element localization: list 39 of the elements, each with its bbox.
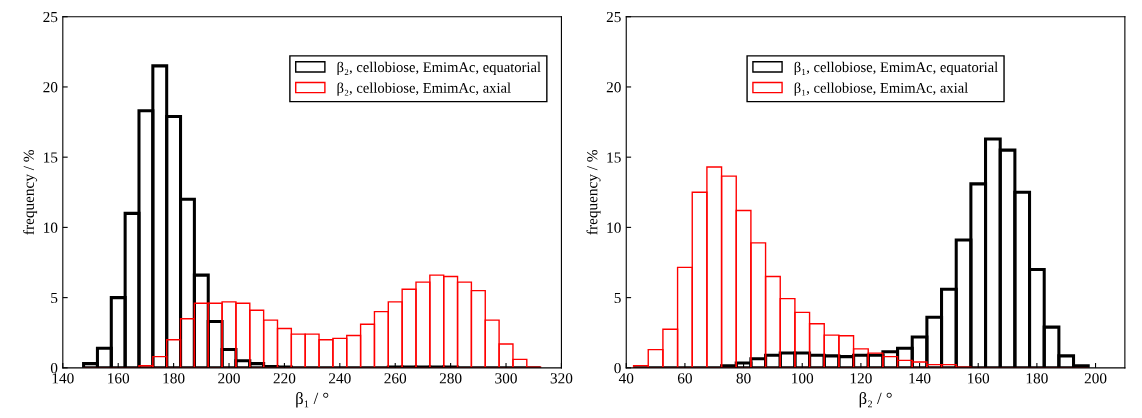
- x-tick-label: 220: [273, 373, 296, 384]
- y-tick-label: 5: [614, 292, 621, 304]
- x-tick-label: 140: [909, 373, 931, 384]
- x-tick-label: 40: [618, 373, 634, 384]
- x-tick-label: 160: [108, 373, 130, 384]
- legend-label: β₂, cellobiose, EmimAc, equatorial: [337, 61, 541, 76]
- y-tick-label: 25: [606, 11, 621, 23]
- y-axis-title: frequency / %: [586, 149, 601, 235]
- x-tick-label: 260: [384, 373, 407, 384]
- y-tick-label: 5: [51, 292, 58, 304]
- y-tick-label: 10: [607, 222, 621, 233]
- y-tick-label: 20: [43, 82, 58, 93]
- y-tick-label: 10: [44, 222, 58, 233]
- y-axis-title: frequency / %: [23, 149, 38, 235]
- x-tick-label: 100: [792, 373, 814, 384]
- x-tick-label: 180: [1026, 373, 1048, 384]
- x-tick-label: 300: [495, 373, 517, 384]
- y-tick-label: 0: [614, 362, 621, 374]
- x-tick-label: 80: [736, 373, 751, 384]
- x-tick-label: 240: [329, 373, 351, 384]
- x-axis-title: β₂ / °: [859, 392, 892, 408]
- legend-label: β₁, cellobiose, EmimAc, equatorial: [794, 61, 998, 76]
- y-tick-label: 15: [44, 152, 58, 163]
- x-tick-label: 120: [850, 373, 872, 384]
- y-tick-label: 0: [50, 362, 58, 374]
- x-tick-label: 200: [1084, 373, 1107, 384]
- y-tick-label: 25: [43, 11, 58, 23]
- y-tick-label: 20: [606, 82, 621, 93]
- x-tick-label: 140: [52, 373, 74, 384]
- x-tick-label: 160: [968, 373, 990, 384]
- y-tick-label: 15: [607, 152, 621, 163]
- x-tick-label: 180: [163, 373, 185, 384]
- x-tick-label: 60: [677, 373, 692, 384]
- x-tick-label: 200: [218, 373, 240, 384]
- x-tick-label: 280: [439, 373, 462, 384]
- x-tick-label: 320: [550, 373, 573, 384]
- x-axis-title: β₁ / °: [296, 392, 329, 408]
- legend-label: β₁, cellobiose, EmimAc, axial: [794, 82, 968, 96]
- legend-label: β₂, cellobiose, EmimAc, axial: [337, 82, 511, 96]
